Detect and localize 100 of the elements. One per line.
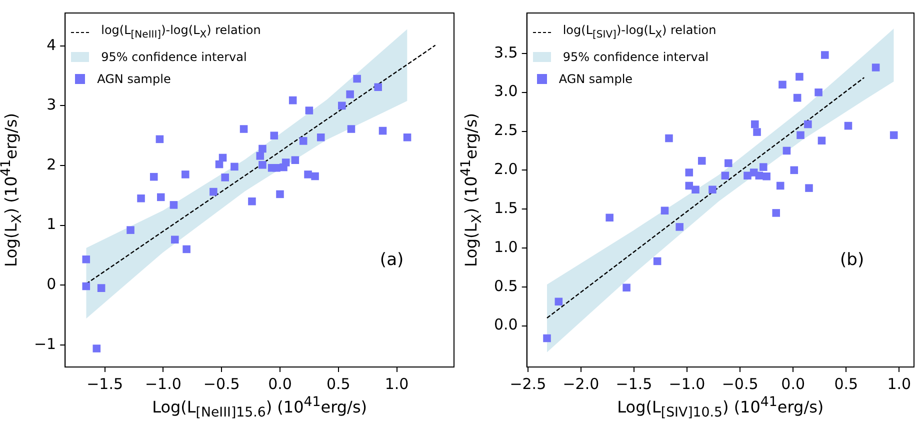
legend-label: log(L$_{[NeIII]}$)-log(L$_{X}$) relation — [101, 22, 261, 42]
point — [793, 94, 802, 102]
point — [776, 182, 784, 190]
point — [258, 144, 266, 153]
point — [347, 125, 356, 133]
point — [804, 120, 812, 128]
point — [762, 172, 770, 180]
point — [230, 162, 238, 171]
point — [210, 188, 218, 196]
point — [759, 163, 768, 171]
x-tick-label: −1.0 — [144, 374, 182, 393]
point — [272, 164, 280, 172]
point — [291, 156, 300, 164]
point — [338, 102, 346, 110]
x-tick-label: −1.5 — [86, 374, 124, 393]
point — [316, 133, 325, 142]
y-tick-label: 1 — [46, 215, 56, 234]
point — [280, 163, 288, 172]
x-tick-label: 0.0 — [268, 374, 292, 393]
point — [790, 166, 798, 174]
point — [311, 172, 319, 180]
point — [751, 120, 759, 128]
legend-label: log(L$_{[SIV]}$)-log(L$_{X}$) relation — [562, 22, 716, 42]
point — [844, 122, 852, 130]
x-tick-label: −0.5 — [722, 374, 758, 393]
point — [708, 186, 716, 194]
x-tick-label: 1.0 — [384, 374, 409, 393]
y-tick-label: 1.5 — [494, 198, 518, 217]
point — [299, 137, 308, 145]
point — [353, 74, 361, 83]
y-tick-label: 2 — [46, 155, 56, 174]
y-tick-label: 2.0 — [494, 160, 518, 178]
point — [182, 170, 190, 178]
x-axis-title: Log(L$_{[NeIII]15.6}$) (10$^{41}$erg/s) — [151, 395, 368, 421]
point — [126, 226, 134, 234]
point — [182, 245, 190, 254]
x-tick-label: 0.5 — [326, 374, 350, 393]
point — [782, 146, 791, 155]
point — [818, 136, 826, 144]
legend-label: AGN sample — [97, 71, 171, 88]
legend-label: 95% confidence interval — [562, 49, 709, 66]
point — [665, 134, 673, 142]
annotation: (b) — [840, 250, 864, 270]
point — [778, 80, 786, 88]
point — [753, 128, 761, 136]
point — [653, 257, 662, 266]
legend-label: 95% confidence interval — [101, 49, 247, 66]
y-tick-label: −1 — [34, 334, 56, 353]
y-tick-label: 0.0 — [494, 316, 518, 334]
y-tick-label: 3.0 — [494, 82, 518, 100]
x-tick-label: −2.5 — [510, 374, 546, 393]
point — [215, 160, 224, 168]
x-tick-label: −1.0 — [668, 374, 706, 393]
point — [92, 344, 101, 352]
point — [305, 106, 314, 114]
point — [156, 135, 164, 144]
point — [698, 156, 706, 165]
x-tick-label: 0.0 — [781, 374, 806, 393]
x-tick-label: −1.5 — [616, 374, 652, 393]
point — [137, 194, 145, 202]
point — [150, 172, 158, 181]
point — [258, 160, 266, 169]
y-tick-label: 0.5 — [494, 276, 518, 295]
point — [606, 214, 614, 222]
point — [240, 125, 248, 133]
point — [156, 193, 165, 202]
point — [692, 186, 700, 194]
y-tick-label: 3 — [46, 96, 56, 114]
point — [724, 159, 732, 168]
x-tick-label: −2.0 — [562, 374, 600, 393]
point — [270, 132, 278, 140]
point — [796, 131, 804, 140]
point — [796, 72, 804, 81]
point — [288, 96, 297, 104]
point — [772, 209, 780, 217]
point — [82, 255, 90, 264]
point — [256, 152, 264, 160]
point — [744, 172, 752, 180]
point — [821, 51, 829, 59]
legend-label: AGN sample — [558, 71, 633, 88]
point — [248, 197, 256, 206]
point — [805, 184, 813, 192]
x-tick-label: 1.0 — [887, 374, 912, 393]
annotation: (a) — [380, 250, 404, 270]
point — [814, 88, 822, 96]
point — [170, 201, 178, 209]
point — [721, 172, 730, 180]
point — [403, 133, 412, 142]
point — [346, 90, 354, 98]
point — [221, 174, 229, 182]
y-tick-label: 1.0 — [494, 238, 518, 256]
point — [755, 172, 764, 180]
point — [82, 282, 90, 290]
y-tick-label: 2.5 — [494, 121, 518, 140]
x-tick-label: −0.5 — [203, 374, 240, 393]
y-tick-label: 4 — [46, 36, 56, 54]
point — [676, 223, 684, 231]
y-tick-label: 0 — [46, 274, 56, 293]
point — [890, 131, 898, 140]
point — [374, 83, 382, 92]
